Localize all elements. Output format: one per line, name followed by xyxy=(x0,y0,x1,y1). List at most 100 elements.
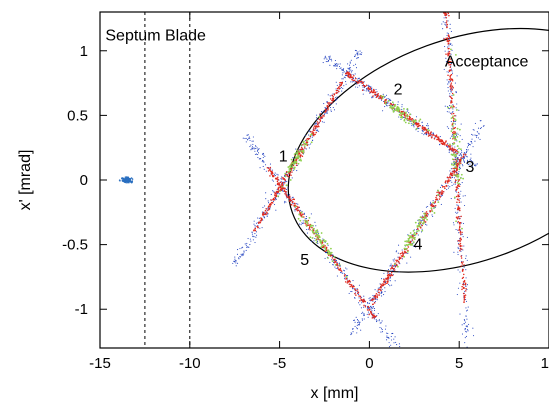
beam-particle-point xyxy=(267,213,269,215)
beam-particle-point xyxy=(426,224,428,226)
beam-particle-point xyxy=(466,156,468,158)
beam-core-point xyxy=(463,264,465,266)
beam-core-point xyxy=(444,142,446,144)
beam-particle-point xyxy=(400,118,402,120)
beam-centroid-point xyxy=(398,113,401,116)
beam-particle-point xyxy=(372,97,374,99)
beam-particle-point xyxy=(465,325,467,327)
beam-core-point xyxy=(335,261,337,263)
beam-core-point xyxy=(461,245,463,247)
beam-core-point xyxy=(380,283,382,286)
beam-core-point xyxy=(427,132,430,135)
beam-core-point xyxy=(451,172,453,175)
beam-particle-point xyxy=(451,150,453,152)
beam-centroid-point xyxy=(328,251,331,253)
beam-particle-point xyxy=(469,144,471,146)
beam-core-point xyxy=(278,183,281,186)
beam-centroid-point xyxy=(457,173,460,176)
beam-particle-point xyxy=(394,336,396,338)
beam-particle-point xyxy=(317,242,319,244)
beam-particle-point xyxy=(340,67,342,69)
beam-core-point xyxy=(369,310,372,313)
beam-particle-point xyxy=(467,306,469,308)
beam-particle-point xyxy=(350,290,352,293)
beam-particle-point xyxy=(456,140,458,142)
beam-core-point xyxy=(337,86,340,88)
beam-particle-point xyxy=(323,110,325,112)
beam-particle-point xyxy=(256,147,258,149)
beam-core-point xyxy=(437,191,440,193)
beam-core-point xyxy=(329,102,331,104)
beam-centroid-point xyxy=(322,244,325,247)
beam-particle-point xyxy=(352,331,354,333)
beam-particle-point xyxy=(353,319,356,321)
beam-centroid-point xyxy=(454,133,457,136)
beam-centroid-point xyxy=(453,155,456,157)
beam-core-point xyxy=(391,274,394,277)
beam-particle-point xyxy=(460,150,463,152)
beam-particle-point xyxy=(477,137,479,139)
beam-centroid-point xyxy=(315,239,317,242)
beam-core-point xyxy=(373,298,375,300)
beam-core-point xyxy=(272,175,275,178)
beam-particle-point xyxy=(335,65,337,67)
beam-centroid-point xyxy=(454,153,457,156)
beam-particle-point xyxy=(449,105,451,107)
beam-core-point xyxy=(457,191,460,194)
beam-core-point xyxy=(339,267,342,270)
beam-particle-point xyxy=(360,53,362,56)
beam-core-point xyxy=(327,109,329,111)
beam-core-point xyxy=(390,273,393,276)
beam-core-point xyxy=(366,309,369,311)
beam-core-point xyxy=(305,139,308,141)
beam-core-point xyxy=(447,52,450,54)
beam-core-point xyxy=(460,215,462,218)
beam-particle-point xyxy=(329,261,331,264)
beam-particle-point xyxy=(392,270,394,272)
beam-particle-point xyxy=(448,148,450,151)
beam-particle-point xyxy=(380,99,383,101)
beam-core-point xyxy=(373,295,375,298)
beam-particle-point xyxy=(249,139,251,142)
circulating-beam-point xyxy=(123,178,126,181)
beam-core-point xyxy=(459,225,461,227)
beam-particle-point xyxy=(275,209,277,211)
beam-particle-point xyxy=(386,336,388,339)
beam-core-point xyxy=(371,303,374,306)
beam-core-point xyxy=(459,242,462,245)
beam-particle-point xyxy=(452,4,453,5)
beam-particle-point xyxy=(384,287,386,289)
beam-core-point xyxy=(293,202,296,205)
beam-centroid-point xyxy=(413,121,416,124)
beam-particle-point xyxy=(252,140,254,142)
beam-particle-point xyxy=(302,222,304,225)
beam-particle-point xyxy=(381,295,383,297)
beam-particle-point xyxy=(241,255,243,257)
beam-centroid-point xyxy=(316,231,319,234)
beam-core-point xyxy=(451,147,454,149)
beam-particle-point xyxy=(452,222,454,224)
beam-particle-point xyxy=(245,249,247,252)
beam-core-point xyxy=(449,69,451,71)
beam-particle-point xyxy=(383,294,385,296)
beam-centroid-point xyxy=(309,225,312,228)
beam-core-point xyxy=(264,213,266,215)
beam-centroid-point xyxy=(330,247,332,250)
beam-particle-point xyxy=(351,291,353,293)
beam-centroid-point xyxy=(290,162,293,164)
beam-core-point xyxy=(373,91,375,94)
beam-core-point xyxy=(427,135,430,137)
beam-particle-point xyxy=(333,65,335,67)
beam-particle-point xyxy=(474,122,476,124)
beam-particle-point xyxy=(307,134,310,136)
beam-centroid-point xyxy=(437,193,440,196)
beam-particle-point xyxy=(252,239,254,241)
beam-particle-point xyxy=(458,154,460,157)
beam-particle-point xyxy=(457,246,459,248)
x-tick-label: -10 xyxy=(179,355,201,372)
beam-centroid-point xyxy=(405,112,407,114)
beam-particle-point xyxy=(329,107,331,109)
beam-particle-point xyxy=(463,266,465,268)
beam-core-point xyxy=(384,283,386,285)
beam-particle-point xyxy=(479,138,481,140)
